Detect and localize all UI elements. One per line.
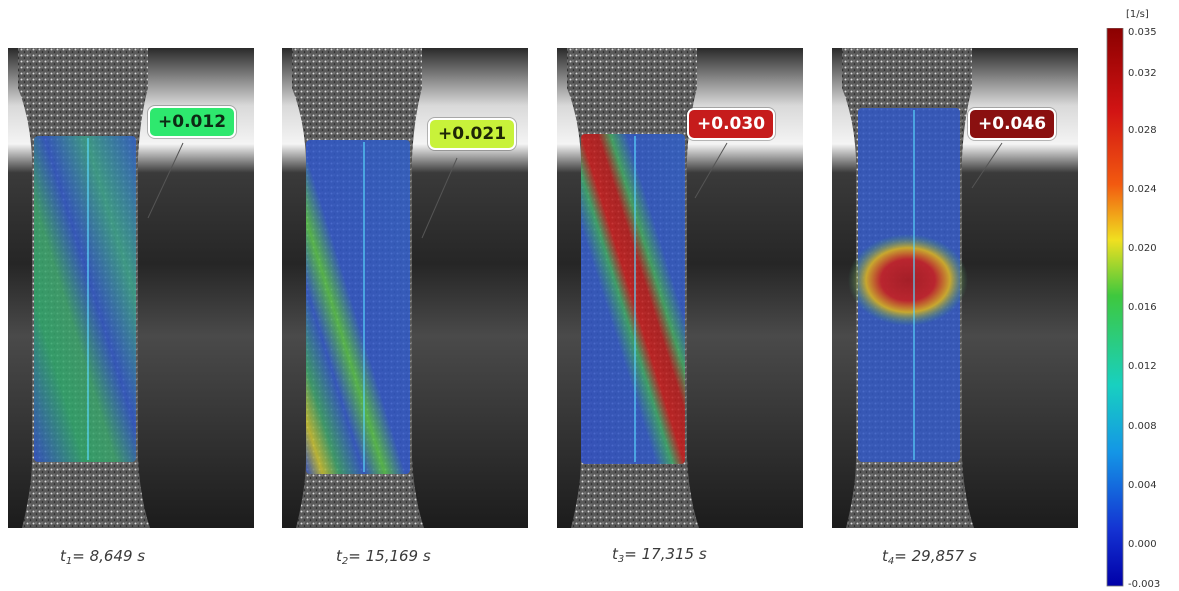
strain-rate-badge-4: +0.046 xyxy=(968,108,1057,140)
specimen-panel-4: +0.046 xyxy=(832,48,1078,528)
colorbar-tick-label: 0.024 xyxy=(1128,184,1157,195)
time-value-1: = 8,649 s xyxy=(72,547,146,565)
colorbar-tick-label: 0.020 xyxy=(1128,243,1157,254)
colorbar-tick-label: 0.032 xyxy=(1128,68,1157,79)
time-caption-2: t2= 15,169 s xyxy=(336,547,431,567)
time-subscript-2: 2 xyxy=(341,556,349,567)
time-subscript-1: 1 xyxy=(65,556,73,567)
time-prefix-2: t xyxy=(336,547,342,565)
time-prefix-3: t xyxy=(612,545,618,563)
specimen-panel-2: +0.021 xyxy=(282,48,528,528)
time-caption-4: t4= 29,857 s xyxy=(882,547,977,567)
time-value-3: = 17,315 s xyxy=(624,545,707,563)
strain-rate-badge-3: +0.030 xyxy=(687,108,776,140)
specimen-panel-3: +0.030 xyxy=(557,48,803,528)
colorbar-tick-label: 0.008 xyxy=(1128,421,1157,432)
colorbar-tick-label: 0.000 xyxy=(1128,539,1157,550)
colorbar-tick-label: 0.035 xyxy=(1128,27,1157,38)
strain-rate-badge-1: +0.012 xyxy=(148,106,237,138)
time-subscript-4: 4 xyxy=(887,556,895,567)
colorbar-tick-label: -0.003 xyxy=(1128,579,1161,590)
colorbar-tick-label: 0.016 xyxy=(1128,302,1157,313)
time-caption-3: t3= 17,315 s xyxy=(612,545,707,565)
specimen-panel-1: +0.012 xyxy=(8,48,254,528)
colorbar xyxy=(1106,28,1124,587)
specimen-image-4 xyxy=(832,48,1078,528)
time-subscript-3: 3 xyxy=(617,554,625,565)
time-prefix-1: t xyxy=(60,547,66,565)
time-value-4: = 29,857 s xyxy=(894,547,977,565)
time-value-2: = 15,169 s xyxy=(348,547,431,565)
colorbar-tick-label: 0.028 xyxy=(1128,125,1157,136)
time-caption-1: t1= 8,649 s xyxy=(60,547,145,567)
colorbar-tick-label: 0.012 xyxy=(1128,361,1157,372)
colorbar-tick-label: 0.004 xyxy=(1128,480,1157,491)
colorbar-unit: [1/s] xyxy=(1126,9,1149,20)
time-prefix-4: t xyxy=(882,547,888,565)
strain-rate-badge-2: +0.021 xyxy=(428,118,517,150)
